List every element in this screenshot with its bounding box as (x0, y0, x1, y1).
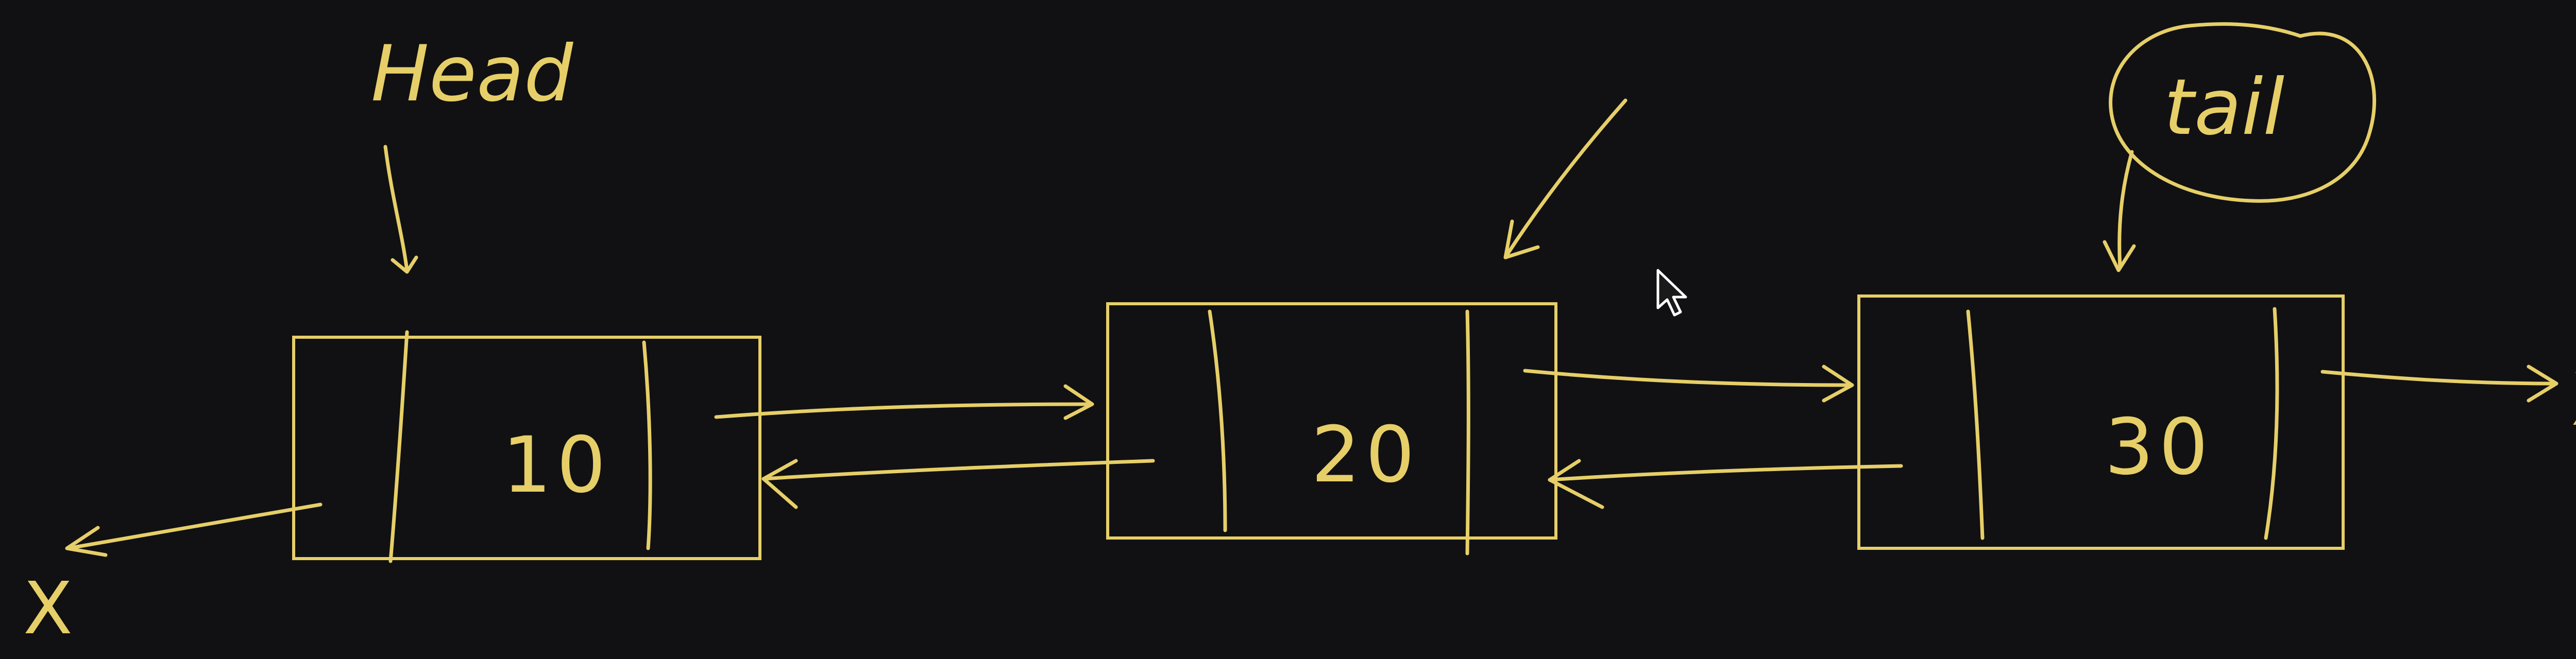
node-3-next-divider (2264, 307, 2279, 540)
node-1-prev-divider (388, 330, 409, 563)
node-2-next-divider (1465, 309, 1470, 556)
tail-label-group: tail (2109, 22, 2376, 203)
pointer-arrow (1503, 98, 1628, 259)
next-arrow-2-to-3 (1523, 365, 1854, 403)
next-arrow-1-to-2 (714, 384, 1094, 420)
node-2-value: 20 (1311, 410, 1420, 500)
node-3-box (1857, 294, 2345, 550)
tail-circle (2109, 22, 2376, 203)
node-2-prev-divider (1208, 309, 1227, 532)
next-arrow-3-to-null (2320, 365, 2558, 403)
tail-arrow (2103, 150, 2136, 272)
node-3-prev-divider (1966, 309, 1985, 540)
node-1-box (292, 336, 761, 560)
prev-arrow-3-to-2 (1548, 459, 1903, 509)
head-label: Head (371, 29, 573, 119)
prev-arrow-2-to-1 (761, 459, 1155, 509)
tail-label: tail (2164, 63, 2284, 152)
mouse-pointer-icon (1656, 269, 1687, 317)
node-2-box (1106, 302, 1557, 540)
node-2: 20 (1106, 302, 1557, 556)
node-3-value: 30 (2105, 403, 2213, 492)
head-arrow (383, 145, 418, 274)
node-1: 10 (292, 330, 761, 563)
null-marker-left: X (23, 567, 73, 651)
prev-arrow-1-to-null (65, 502, 323, 557)
null-marker-right: X (2571, 358, 2576, 442)
node-1-next-divider (642, 340, 652, 550)
node-1-value: 10 (502, 421, 611, 510)
node-3: 30 (1857, 294, 2345, 550)
